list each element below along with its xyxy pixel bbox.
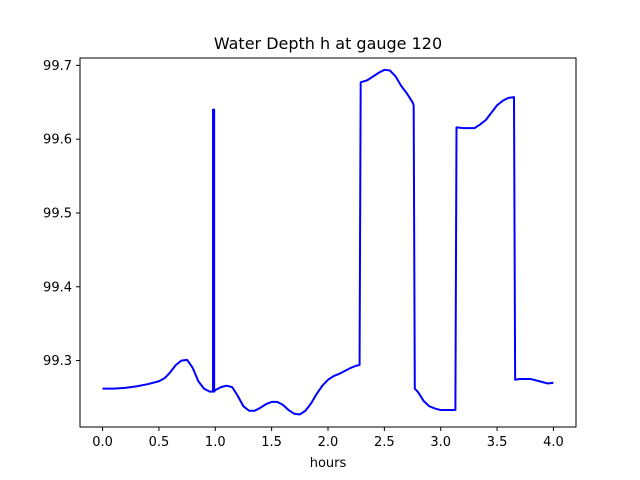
- y-axis: 99.3 99.4 99.5 99.6 99.7: [43, 59, 80, 369]
- x-axis-label: hours: [310, 456, 347, 471]
- plot-area: [102, 68, 554, 416]
- x-tick-label: 0.5: [149, 435, 170, 450]
- x-tick-label: 3.5: [487, 435, 508, 450]
- x-tick-label: 3.0: [430, 435, 451, 450]
- x-tick-label: 2.0: [318, 435, 339, 450]
- y-tick-label: 99.7: [43, 59, 72, 74]
- y-tick-label: 99.6: [43, 133, 72, 148]
- chart-title: Water Depth h at gauge 120: [214, 34, 442, 53]
- y-tick-label: 99.4: [43, 280, 72, 295]
- x-tick-label: 4.0: [543, 435, 564, 450]
- x-tick-label: 2.5: [374, 435, 395, 450]
- x-axis: 0.0 0.5 1.0 1.5 2.0 2.5 3.0 3.5 4.0: [92, 427, 564, 450]
- x-tick-label: 0.0: [92, 435, 113, 450]
- x-tick-label: 1.5: [261, 435, 282, 450]
- y-tick-label: 99.3: [43, 354, 72, 369]
- series-line-0: [102, 68, 554, 416]
- x-tick-label: 1.0: [205, 435, 226, 450]
- y-tick-label: 99.5: [43, 206, 72, 221]
